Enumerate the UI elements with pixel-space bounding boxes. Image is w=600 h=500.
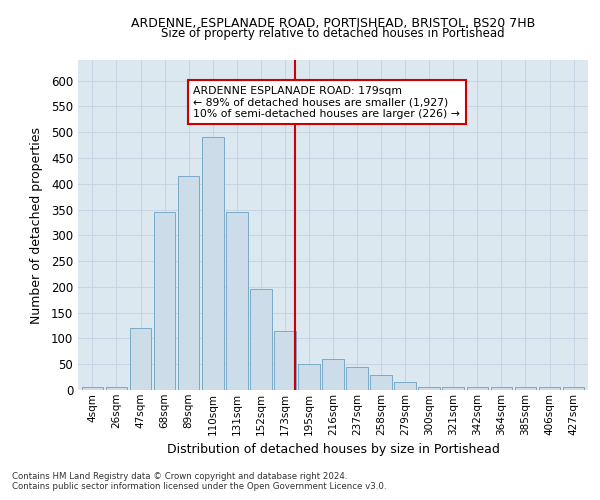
Text: ARDENNE ESPLANADE ROAD: 179sqm
← 89% of detached houses are smaller (1,927)
10% : ARDENNE ESPLANADE ROAD: 179sqm ← 89% of … bbox=[193, 86, 460, 119]
Bar bbox=[130, 328, 151, 390]
Bar bbox=[370, 374, 392, 390]
X-axis label: Distribution of detached houses by size in Portishead: Distribution of detached houses by size … bbox=[167, 443, 499, 456]
Bar bbox=[274, 330, 296, 390]
Text: Contains public sector information licensed under the Open Government Licence v3: Contains public sector information licen… bbox=[12, 482, 386, 491]
Bar bbox=[394, 382, 416, 390]
Text: Contains HM Land Registry data © Crown copyright and database right 2024.: Contains HM Land Registry data © Crown c… bbox=[12, 472, 347, 481]
Bar bbox=[322, 359, 344, 390]
Bar bbox=[539, 388, 560, 390]
Bar bbox=[515, 388, 536, 390]
Bar bbox=[106, 388, 127, 390]
Bar bbox=[491, 388, 512, 390]
Y-axis label: Number of detached properties: Number of detached properties bbox=[29, 126, 43, 324]
Bar bbox=[226, 212, 248, 390]
Bar bbox=[154, 212, 175, 390]
Bar bbox=[418, 388, 440, 390]
Bar bbox=[250, 290, 272, 390]
Bar bbox=[298, 364, 320, 390]
Bar bbox=[467, 388, 488, 390]
Bar bbox=[202, 138, 224, 390]
Bar bbox=[178, 176, 199, 390]
Text: ARDENNE, ESPLANADE ROAD, PORTISHEAD, BRISTOL, BS20 7HB: ARDENNE, ESPLANADE ROAD, PORTISHEAD, BRI… bbox=[131, 18, 535, 30]
Bar bbox=[82, 388, 103, 390]
Bar bbox=[442, 388, 464, 390]
Bar bbox=[346, 367, 368, 390]
Text: Size of property relative to detached houses in Portishead: Size of property relative to detached ho… bbox=[161, 28, 505, 40]
Bar bbox=[563, 388, 584, 390]
